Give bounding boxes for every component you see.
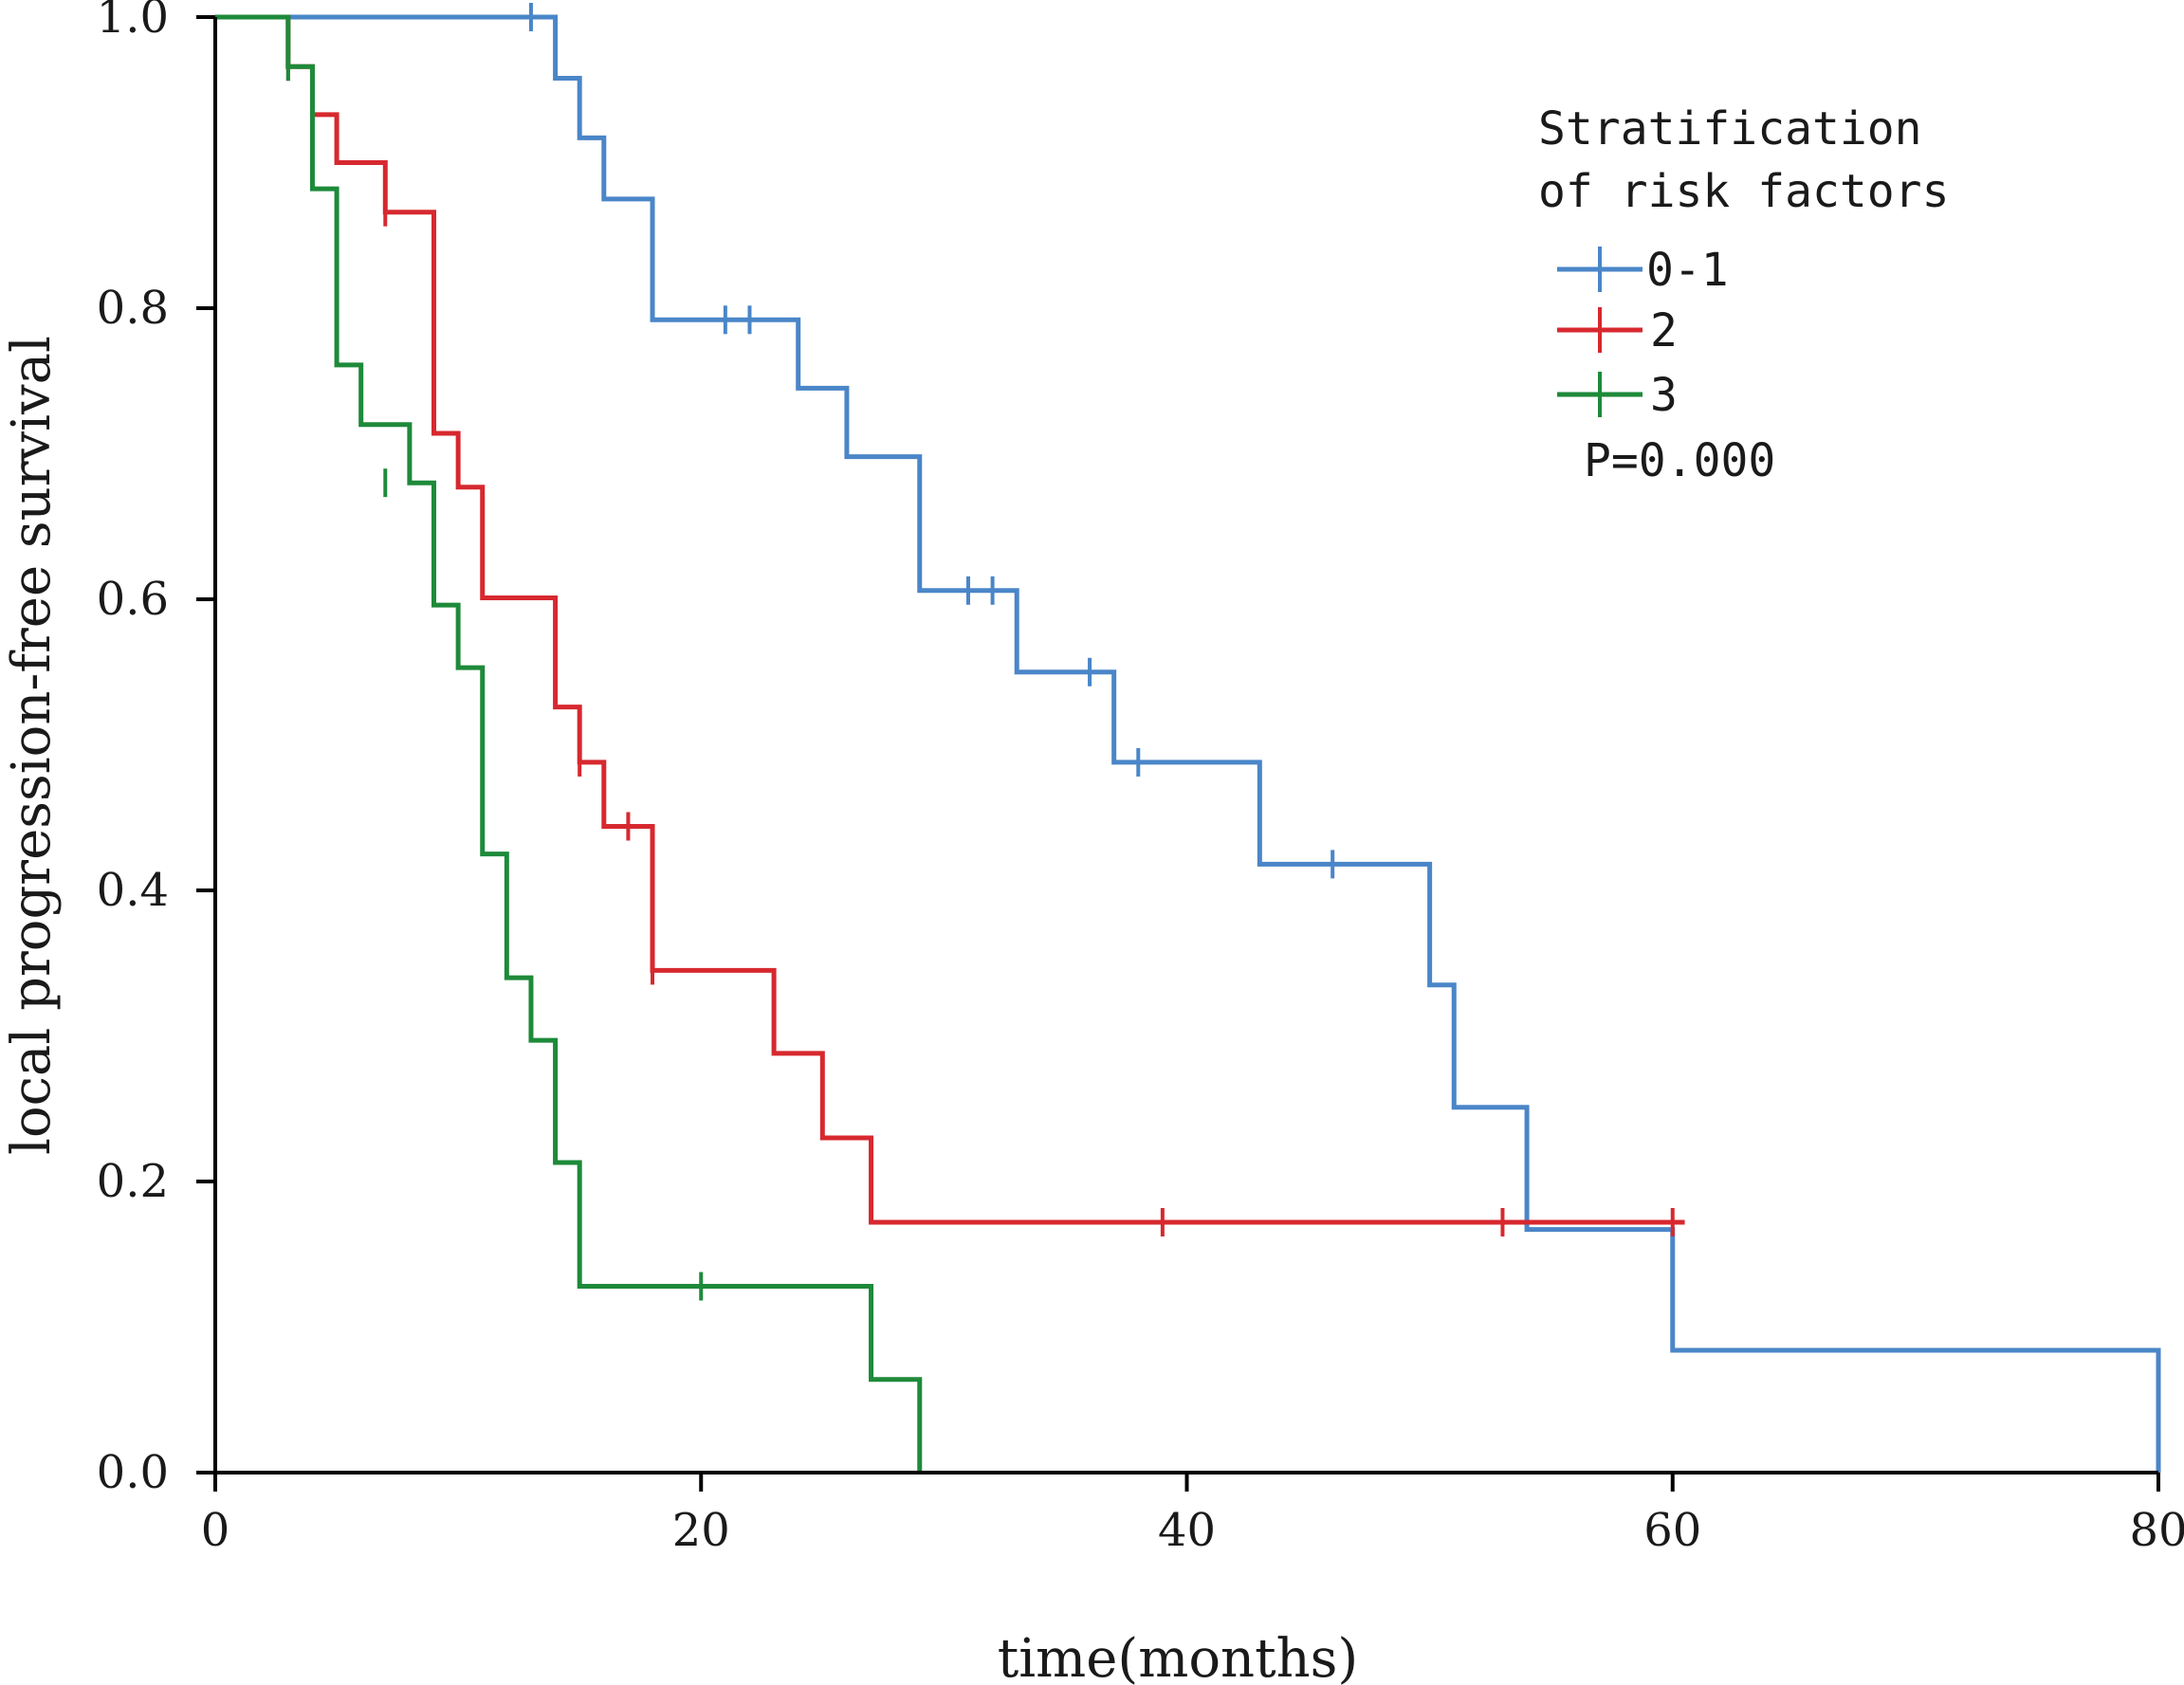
x-tick-label: 0: [201, 1504, 230, 1557]
y-tick-label: 0.8: [97, 282, 169, 335]
series-line-3: [215, 14, 923, 1473]
axes-layer: [213, 17, 2158, 1474]
x-tick-label: 20: [672, 1504, 730, 1557]
series-line-0-1: [215, 14, 2161, 1473]
p-value-annotation: P=0.000: [1584, 434, 1775, 487]
y-axis-title: local progression-free survival: [1, 336, 63, 1155]
legend-title-line-1: Stratification: [1538, 102, 1922, 156]
legend-label-0-1: 0-1: [1646, 244, 1729, 297]
y-tick-label: 0.0: [97, 1446, 169, 1499]
legend-entry-3: 3: [1557, 369, 1678, 422]
legend-label-2: 2: [1650, 304, 1678, 357]
x-tick-label: 40: [1158, 1504, 1216, 1557]
series-layer: [215, 3, 2161, 1473]
ticks-layer: 0 20 40 60 80 0.0 0.2 0.4 0.6 0.8 1.0: [97, 0, 2184, 1557]
legend-entry-2: 2: [1557, 304, 1678, 357]
y-tick-label: 0.4: [97, 864, 169, 917]
x-tick-label: 60: [1643, 1504, 1701, 1557]
y-tick-label: 0.2: [97, 1155, 169, 1208]
x-tick-label: 80: [2129, 1504, 2184, 1557]
y-tick-label: 1.0: [97, 0, 169, 44]
legend-entry-0-1: 0-1: [1557, 244, 1729, 297]
x-axis-title: time(months): [998, 1628, 1359, 1685]
legend: Stratification of risk factors 0-1 2 3 P…: [1538, 102, 1949, 487]
y-tick-label: 0.6: [97, 573, 169, 626]
legend-title-line-2: of risk factors: [1538, 165, 1949, 218]
series-line-2: [215, 14, 1685, 1225]
legend-label-3: 3: [1650, 369, 1678, 422]
